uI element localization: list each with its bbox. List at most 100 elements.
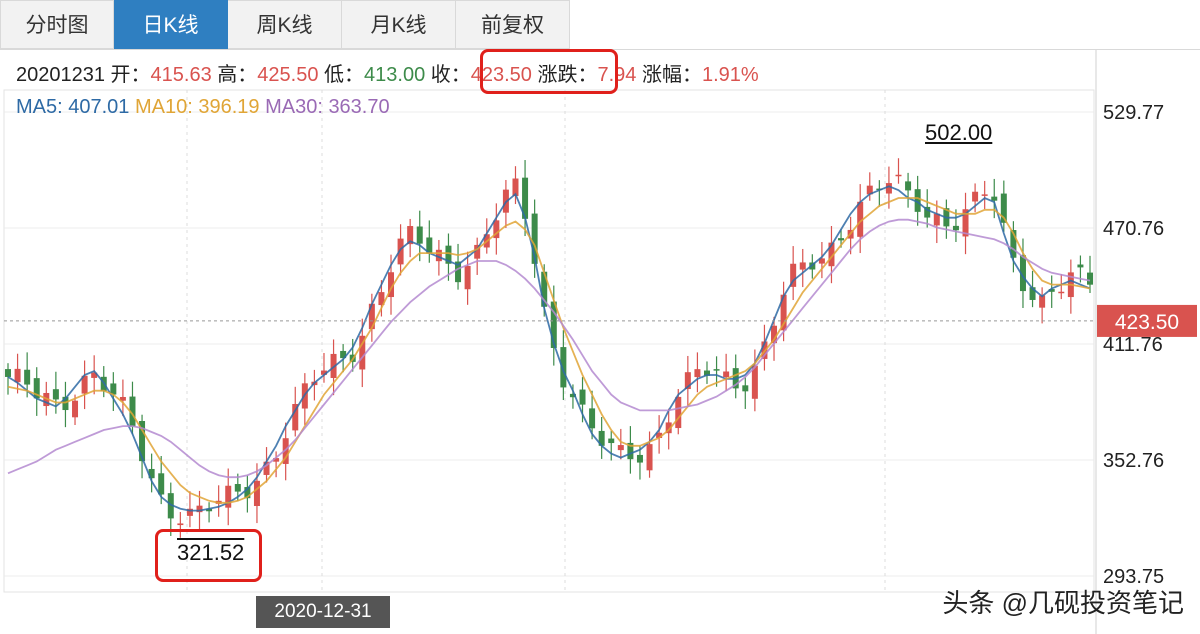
- candle-body: [780, 294, 787, 331]
- close-highlight-box: [480, 49, 618, 94]
- tab-intraday[interactable]: 分时图: [0, 0, 114, 49]
- candle-body: [1077, 264, 1084, 268]
- close-label: 收：: [430, 64, 471, 86]
- candle-body: [119, 396, 126, 401]
- candle-body: [1019, 255, 1026, 292]
- candle-body: [407, 226, 414, 245]
- candle-body: [330, 353, 337, 378]
- crosshair-date-badge: 2020-12-31: [256, 596, 390, 628]
- candle-body: [5, 369, 11, 377]
- ma10-legend: MA10: 396.19: [134, 96, 260, 118]
- candle-body: [1058, 291, 1065, 294]
- candle-body: [646, 444, 653, 471]
- candle-body: [991, 196, 998, 201]
- candle-body: [91, 372, 98, 378]
- candle-body: [263, 461, 270, 475]
- y-tick-label: 352.76: [1103, 450, 1164, 472]
- candle-body: [416, 226, 423, 244]
- info-date: 20201231: [16, 64, 105, 86]
- open-value: 415.63: [150, 64, 212, 86]
- candle-body: [895, 174, 902, 177]
- candle-body: [981, 194, 988, 196]
- candle-body: [196, 505, 203, 513]
- candle-body: [426, 237, 433, 254]
- candle-body: [560, 347, 567, 388]
- price-badge: [1097, 304, 1197, 337]
- tab-monthly-k[interactable]: 月K线: [342, 0, 456, 49]
- candle-body: [589, 408, 596, 429]
- tab-daily-k[interactable]: 日K线: [114, 0, 228, 49]
- candle-body: [368, 303, 375, 330]
- price-badge-label: 423.50: [1115, 311, 1179, 334]
- tab-weekly-k[interactable]: 周K线: [228, 0, 342, 49]
- candle-body: [225, 485, 232, 508]
- candle-body: [186, 508, 193, 516]
- candle-body: [340, 350, 347, 359]
- candle-body: [1087, 272, 1093, 285]
- watermark: 头条 @几砚投资笔记: [942, 588, 1184, 618]
- candle-body: [388, 272, 395, 298]
- candle-body: [627, 442, 634, 460]
- candle-body: [598, 430, 605, 446]
- candle-body: [33, 378, 40, 399]
- candle-body: [694, 369, 701, 378]
- candle-body: [1000, 193, 1007, 223]
- candle-body: [723, 371, 730, 378]
- candle-body: [14, 368, 21, 383]
- candle-body: [771, 325, 778, 344]
- candle-body: [1010, 230, 1017, 258]
- candle-body: [675, 396, 682, 429]
- candle-body: [1039, 295, 1046, 308]
- candle-body: [512, 178, 519, 197]
- chart-tabs: 分时图 日K线 周K线 月K线 前复权: [0, 0, 570, 50]
- candle-body: [1029, 287, 1036, 300]
- candle-body: [359, 335, 366, 370]
- plot-frame: [3, 89, 1095, 593]
- high-price-marker: 502.00: [925, 120, 993, 145]
- candle-body: [455, 261, 462, 283]
- ma5-line: [7, 185, 1091, 512]
- candle-body: [167, 493, 174, 519]
- candle-body: [531, 213, 538, 264]
- candle-body: [713, 369, 720, 371]
- candle-body: [608, 438, 615, 444]
- candle-body: [933, 213, 940, 226]
- candle-body: [656, 432, 663, 439]
- candle-body: [522, 177, 529, 219]
- candle-body: [818, 258, 825, 264]
- candle-body: [81, 375, 88, 394]
- y-tick-label: 293.75: [1103, 566, 1164, 588]
- candle-body: [799, 262, 806, 270]
- low-price-marker: 321.52: [177, 540, 245, 565]
- candle-body: [234, 484, 241, 492]
- candle-body: [541, 271, 548, 307]
- candle-body: [885, 183, 892, 194]
- candle-body: [617, 445, 624, 451]
- candle-body: [905, 181, 912, 191]
- low-value: 413.00: [364, 64, 426, 86]
- high-label: 高：: [217, 64, 258, 86]
- high-value: 425.50: [257, 64, 319, 86]
- candle-body: [464, 265, 471, 290]
- candle-body: [378, 292, 385, 306]
- candle-body: [924, 206, 931, 218]
- candle-body: [790, 263, 797, 287]
- candle-body: [742, 385, 749, 392]
- close-value: 423.50: [470, 64, 532, 86]
- candle-body: [857, 201, 864, 237]
- candle-body: [62, 396, 69, 411]
- candle-body: [952, 225, 959, 231]
- candle-body: [569, 393, 576, 398]
- ma5-legend: MA5: 407.01: [16, 96, 130, 118]
- tab-forward-adjusted[interactable]: 前复权: [456, 0, 570, 49]
- ma10-line: [7, 197, 1091, 504]
- candle-body: [320, 370, 327, 375]
- pct-value: 1.91%: [701, 64, 759, 86]
- candle-body: [110, 383, 117, 395]
- candle-body: [397, 238, 404, 265]
- candle-body: [206, 508, 213, 512]
- candle-body: [866, 185, 873, 195]
- ohlc-info-line: 20201231 开：415.63 高：425.50 低：413.00 收：42…: [16, 58, 759, 87]
- candle-body: [282, 438, 289, 464]
